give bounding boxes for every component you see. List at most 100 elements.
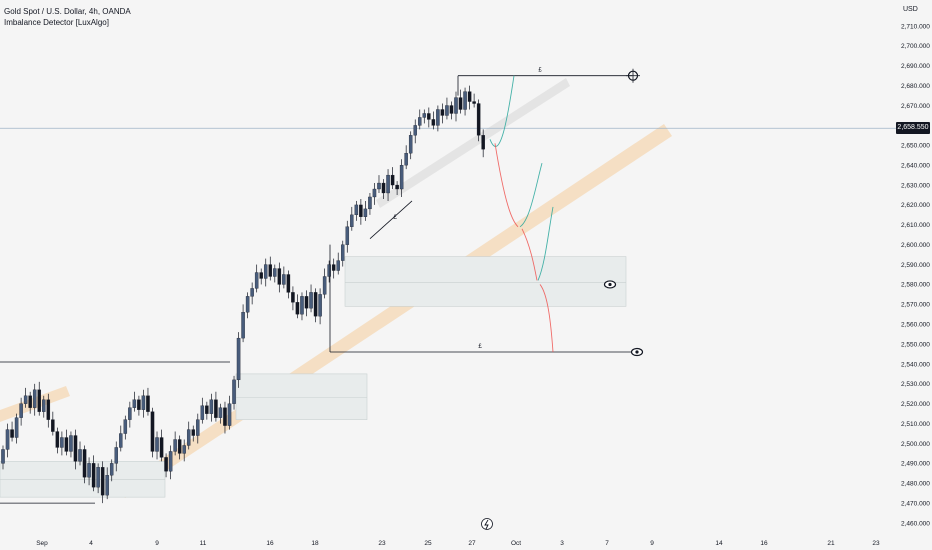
- candle-body: [431, 119, 436, 126]
- y-tick-label: 2,530.000: [901, 381, 930, 388]
- y-tick-label: 2,690.000: [901, 63, 930, 70]
- candle-body: [78, 449, 82, 462]
- candle-body: [105, 475, 109, 496]
- candle-body: [268, 264, 273, 277]
- eye-pupil: [608, 282, 612, 287]
- candle-body: [318, 294, 322, 317]
- candle-body: [191, 429, 196, 436]
- candle-body: [241, 312, 245, 339]
- candle-body: [277, 268, 282, 285]
- x-tick-label: 9: [650, 540, 654, 547]
- y-tick-label: 2,650.000: [901, 143, 930, 150]
- x-tick-label: 18: [311, 540, 319, 547]
- x-tick-label: 14: [715, 540, 723, 547]
- candle-body: [476, 103, 481, 136]
- candle-body: [91, 463, 96, 488]
- x-tick-label: 25: [424, 540, 432, 547]
- candle-body: [418, 117, 422, 126]
- candle-body: [196, 419, 200, 436]
- candle-body: [209, 399, 214, 414]
- lightning-bolt: [484, 519, 489, 530]
- y-tick-label: 2,710.000: [901, 23, 930, 30]
- candle-body: [146, 395, 150, 412]
- y-tick-label: 2,700.000: [901, 43, 930, 50]
- candle-body: [454, 97, 458, 114]
- x-tick-label: 23: [378, 540, 386, 547]
- candle-body: [313, 292, 318, 317]
- candle-body: [291, 292, 295, 303]
- candle-body: [159, 437, 164, 458]
- candle-body: [168, 451, 173, 472]
- y-tick-label: 2,600.000: [901, 242, 930, 249]
- candle-body: [322, 276, 327, 295]
- candle-body: [227, 403, 232, 426]
- candle-body: [100, 467, 105, 496]
- candle-body: [340, 244, 345, 261]
- projection-down-2: [521, 228, 538, 281]
- candle-body: [481, 135, 485, 150]
- projection-down-3: [539, 284, 554, 353]
- chart-legend: Gold Spot / U.S. Dollar, 4h, OANDA Imbal…: [4, 6, 131, 28]
- y-tick-label: 2,540.000: [901, 361, 930, 368]
- y-tick-label: 2,500.000: [901, 441, 930, 448]
- projection-down-1: [494, 143, 519, 228]
- candle-body: [359, 204, 363, 217]
- candle-body: [155, 437, 159, 452]
- x-tick-label: 4: [89, 540, 93, 547]
- candle-body: [295, 302, 300, 315]
- x-tick-label: 16: [266, 540, 274, 547]
- candle-body: [331, 264, 336, 271]
- y-tick-label: 2,630.000: [901, 182, 930, 189]
- candle-body: [150, 411, 155, 452]
- projection-up-2: [519, 163, 543, 228]
- candle-body: [73, 435, 78, 462]
- candle-body: [87, 463, 91, 478]
- candle-body: [286, 274, 291, 293]
- candle-body: [119, 433, 123, 448]
- candle-body: [236, 337, 241, 381]
- y-tick-label: 2,550.000: [901, 341, 930, 348]
- y-tick-label: 2,560.000: [901, 322, 930, 329]
- candle-body: [422, 113, 427, 118]
- candle-body: [186, 429, 191, 446]
- candle-body: [42, 399, 46, 412]
- x-tick-label: 21: [827, 540, 835, 547]
- candle-body: [436, 109, 440, 126]
- y-tick-label: 2,570.000: [901, 302, 930, 309]
- y-tick-label: 2,680.000: [901, 83, 930, 90]
- indicator-title[interactable]: Imbalance Detector [LuxAlgo]: [4, 18, 109, 27]
- candle-body: [386, 174, 390, 194]
- candle-body: [440, 109, 445, 116]
- projection-up-3: [537, 206, 554, 281]
- candle-body: [214, 399, 218, 418]
- candle-body: [132, 399, 137, 408]
- candle-body: [14, 417, 19, 438]
- candle-body: [32, 389, 37, 408]
- candle-body: [223, 407, 227, 426]
- trend-band-gray: [376, 78, 570, 208]
- candle-body: [354, 204, 359, 216]
- y-tick-label: 2,590.000: [901, 262, 930, 269]
- candle-body: [254, 272, 259, 289]
- y-tick-label: 2,480.000: [901, 481, 930, 488]
- candle-body: [5, 429, 10, 450]
- candle-body: [250, 288, 254, 297]
- candle-body: [377, 182, 381, 190]
- candle-body: [345, 226, 350, 245]
- candle-body: [309, 292, 313, 309]
- candle-body: [23, 395, 28, 404]
- candle-body: [37, 389, 41, 412]
- y-tick-label: 2,510.000: [901, 421, 930, 428]
- candle-body: [472, 101, 476, 104]
- candle-body: [173, 439, 177, 452]
- candle-body: [449, 105, 454, 114]
- candle-body: [273, 268, 277, 277]
- candle-body: [350, 214, 354, 227]
- pound-annotation: £: [478, 344, 482, 350]
- candle-body: [164, 457, 168, 472]
- candle-body: [304, 296, 309, 309]
- candle-body: [458, 97, 463, 110]
- symbol-title[interactable]: Gold Spot / U.S. Dollar, 4h, OANDA: [4, 7, 131, 16]
- candle-body: [64, 437, 69, 452]
